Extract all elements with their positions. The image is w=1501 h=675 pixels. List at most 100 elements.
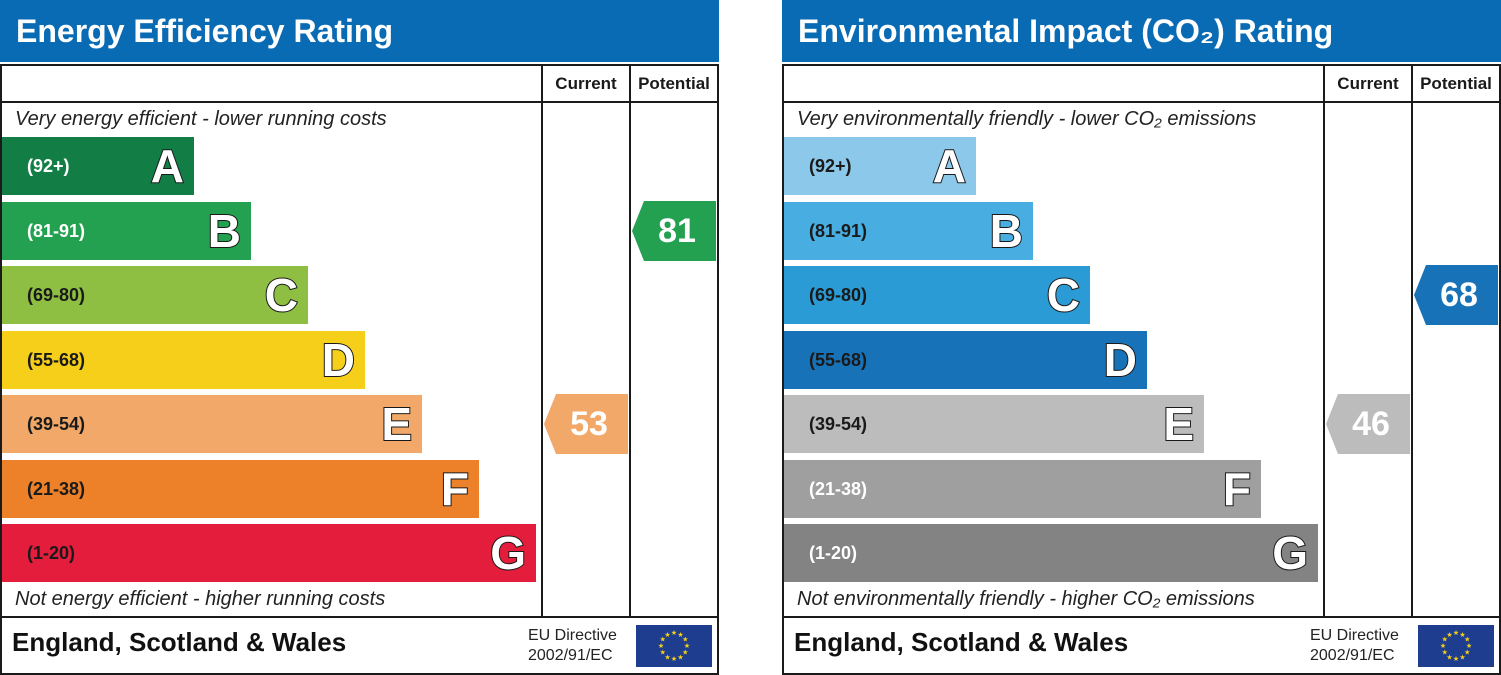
svg-text:★: ★ xyxy=(1466,642,1472,650)
header-divider xyxy=(0,101,719,103)
potential-rating-value: 68 xyxy=(1440,276,1478,314)
band-range-label: (39-54) xyxy=(809,414,868,434)
column-divider xyxy=(541,64,543,618)
svg-text:★: ★ xyxy=(1446,631,1452,639)
column-divider xyxy=(1411,64,1413,618)
potential-column-header: Potential xyxy=(1420,74,1492,93)
eu-directive-line1: EU Directive xyxy=(528,627,617,644)
current-column-header: Current xyxy=(1337,74,1399,93)
svg-text:★: ★ xyxy=(1464,636,1470,644)
eu-directive-line1: EU Directive xyxy=(1310,627,1399,644)
band-letter: D xyxy=(1103,333,1138,387)
current-rating-arrow: 53 xyxy=(544,394,628,454)
band-letter: G xyxy=(1271,526,1309,580)
svg-text:★: ★ xyxy=(682,636,688,644)
potential-rating-arrow: 81 xyxy=(632,201,716,261)
band-letter: C xyxy=(264,268,299,322)
potential-rating-value: 81 xyxy=(658,212,696,250)
rating-band-b: (81-91) B xyxy=(784,202,1033,260)
svg-text:★: ★ xyxy=(1442,649,1448,657)
column-divider xyxy=(1323,64,1325,618)
eu-directive: EU Directive 2002/91/EC xyxy=(528,626,617,666)
energy-efficiency-panel: Energy Efficiency Rating Current Potenti… xyxy=(0,0,719,675)
bottom-note: Not environmentally friendly - higher CO… xyxy=(797,588,1255,610)
footer-country: England, Scotland & Wales xyxy=(794,627,1129,657)
rating-band-f: (21-38) F xyxy=(2,460,479,518)
panel-title: Environmental Impact (CO₂) Rating xyxy=(782,0,1501,62)
rating-band-e: (39-54) E xyxy=(784,395,1204,453)
eu-directive-line2: 2002/91/EC xyxy=(1310,647,1395,664)
svg-text:★: ★ xyxy=(671,655,677,663)
rating-band-b: (81-91) B xyxy=(2,202,251,260)
svg-text:★: ★ xyxy=(671,629,677,637)
rating-band-d: (55-68) D xyxy=(784,331,1147,389)
current-column-header: Current xyxy=(555,74,617,93)
band-letter: E xyxy=(1162,397,1195,451)
footer-divider xyxy=(0,616,719,618)
current-rating-arrow: 46 xyxy=(1326,394,1410,454)
band-range-label: (92+) xyxy=(27,156,70,176)
rating-band-a: (92+) A xyxy=(784,137,976,195)
current-rating-value: 53 xyxy=(570,405,608,443)
footer-divider xyxy=(782,616,1501,618)
footer-country: England, Scotland & Wales xyxy=(12,627,347,657)
band-range-label: (92+) xyxy=(809,156,852,176)
chart-frame xyxy=(0,64,719,675)
svg-text:★: ★ xyxy=(1453,629,1459,637)
svg-text:★: ★ xyxy=(664,653,670,661)
band-letter: A xyxy=(150,139,185,193)
band-letter: B xyxy=(989,204,1024,258)
chart-frame xyxy=(782,64,1501,675)
rating-band-c: (69-80) C xyxy=(2,266,308,324)
band-range-label: (81-91) xyxy=(27,221,86,241)
band-letter: E xyxy=(380,397,413,451)
eu-flag-icon: ★ ★★★★★★★★★★★ xyxy=(636,625,712,667)
band-letter: D xyxy=(321,333,356,387)
band-range-label: (81-91) xyxy=(809,221,868,241)
rating-band-c: (69-80) C xyxy=(784,266,1090,324)
band-range-label: (55-68) xyxy=(809,350,868,370)
svg-text:★: ★ xyxy=(664,631,670,639)
svg-text:★: ★ xyxy=(660,649,666,657)
environmental-impact-panel: Environmental Impact (CO₂) Rating Curren… xyxy=(782,0,1501,675)
top-note: Very energy efficient - lower running co… xyxy=(15,108,387,130)
eu-directive: EU Directive 2002/91/EC xyxy=(1310,626,1399,666)
column-divider xyxy=(629,64,631,618)
band-letter: A xyxy=(932,139,967,193)
rating-band-f: (21-38) F xyxy=(784,460,1261,518)
panel-title: Energy Efficiency Rating xyxy=(0,0,719,62)
rating-band-e: (39-54) E xyxy=(2,395,422,453)
header-divider xyxy=(782,101,1501,103)
top-note: Very environmentally friendly - lower CO… xyxy=(797,108,1257,130)
rating-band-a: (92+) A xyxy=(2,137,194,195)
potential-column-header: Potential xyxy=(638,74,710,93)
band-letter: F xyxy=(440,462,470,516)
svg-text:★: ★ xyxy=(677,631,683,639)
current-rating-value: 46 xyxy=(1352,405,1390,443)
svg-text:★: ★ xyxy=(1442,636,1448,644)
band-range-label: (39-54) xyxy=(27,414,86,434)
svg-text:★: ★ xyxy=(1440,642,1446,650)
svg-text:★: ★ xyxy=(1459,653,1465,661)
rating-band-g: (1-20) G xyxy=(784,524,1318,582)
svg-text:★: ★ xyxy=(1453,655,1459,663)
eu-flag-icon: ★ ★★★★★★★★★★★ xyxy=(1418,625,1494,667)
band-range-label: (69-80) xyxy=(27,285,86,305)
band-letter: C xyxy=(1046,268,1081,322)
rating-band-d: (55-68) D xyxy=(2,331,365,389)
band-range-label: (1-20) xyxy=(809,543,858,563)
eu-directive-line2: 2002/91/EC xyxy=(528,647,613,664)
band-range-label: (21-38) xyxy=(809,479,868,499)
band-letter: F xyxy=(1222,462,1252,516)
band-letter: B xyxy=(207,204,242,258)
svg-text:★: ★ xyxy=(658,642,664,650)
bottom-note: Not energy efficient - higher running co… xyxy=(15,588,386,610)
rating-band-g: (1-20) G xyxy=(2,524,536,582)
band-range-label: (55-68) xyxy=(27,350,86,370)
svg-text:★: ★ xyxy=(684,642,690,650)
svg-text:★: ★ xyxy=(677,653,683,661)
svg-text:★: ★ xyxy=(660,636,666,644)
svg-text:★: ★ xyxy=(1464,649,1470,657)
svg-text:★: ★ xyxy=(1446,653,1452,661)
svg-text:★: ★ xyxy=(1459,631,1465,639)
